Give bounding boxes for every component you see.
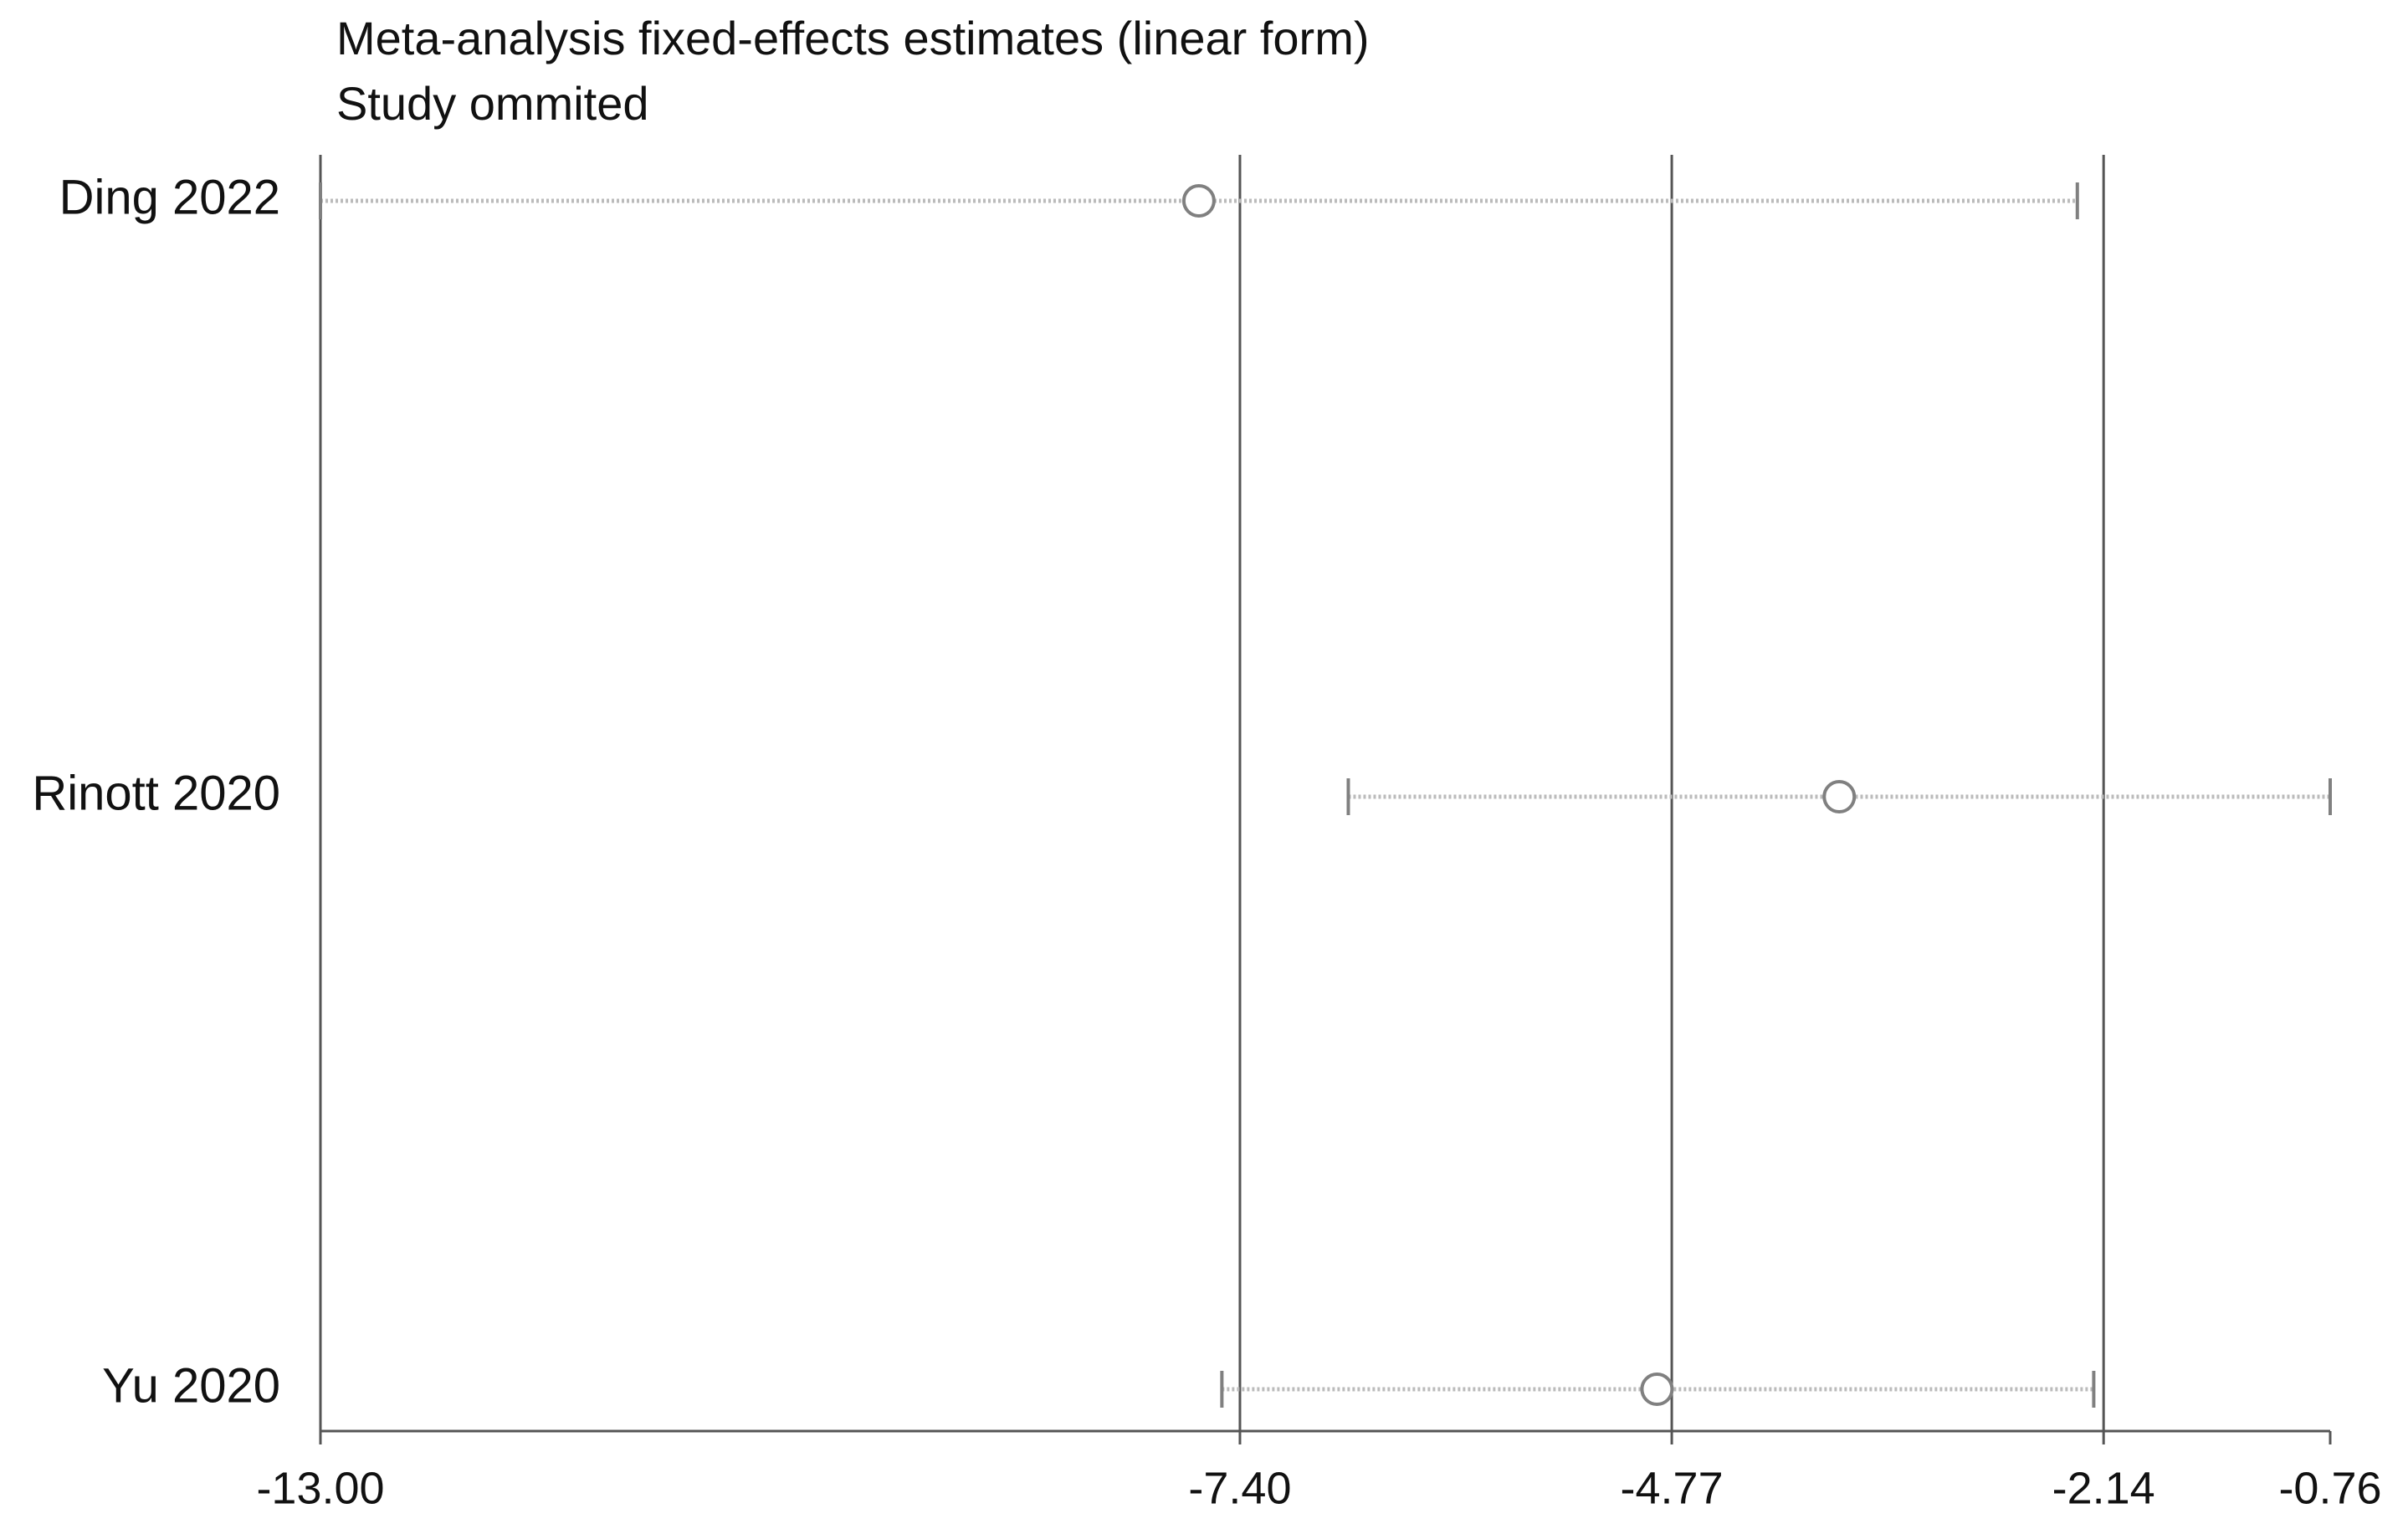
- chart-title: Meta-analysis fixed-effects estimates (l…: [336, 12, 1370, 64]
- x-tick-label: -2.14: [2052, 1463, 2155, 1513]
- estimate-point: [1181, 184, 1216, 218]
- x-tick-label: -0.76: [2278, 1463, 2381, 1513]
- chart-subtitle: Study ommited: [336, 77, 649, 130]
- y-tick-label: Ding 2022: [59, 170, 280, 224]
- x-tick-label: -7.40: [1188, 1463, 1291, 1513]
- y-tick-label: Yu 2020: [102, 1358, 280, 1413]
- estimate-point: [1822, 780, 1857, 813]
- x-tick-label: -4.77: [1621, 1463, 1724, 1513]
- y-tick-label: Rinott 2020: [32, 766, 280, 820]
- estimate-point: [1640, 1373, 1674, 1406]
- x-tick-label: -13.00: [256, 1463, 384, 1513]
